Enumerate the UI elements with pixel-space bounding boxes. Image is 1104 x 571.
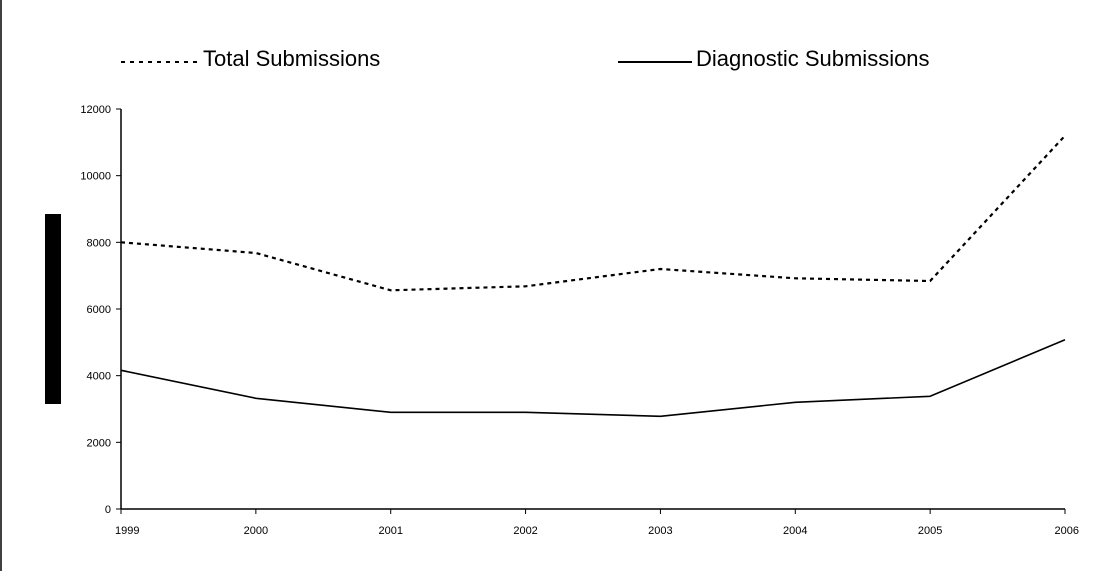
y-axis-ticks: 0 2000 4000 6000 8000 10000 12000 bbox=[80, 104, 121, 516]
legend-label-diagnostic: Diagnostic Submissions bbox=[696, 46, 930, 71]
x-tick-label: 2000 bbox=[244, 525, 268, 537]
x-tick-label: 2001 bbox=[378, 525, 402, 537]
x-tick-label: 2005 bbox=[918, 525, 942, 537]
x-tick-label: 2006 bbox=[1055, 525, 1079, 537]
left-black-bar bbox=[45, 214, 61, 404]
series-line-total-submissions bbox=[120, 134, 1066, 292]
series-line-diagnostic-submissions bbox=[120, 338, 1066, 418]
y-tick-label: 8000 bbox=[87, 237, 111, 249]
legend-item-diagnostic: Diagnostic Submissions bbox=[618, 46, 930, 71]
y-tick-label: 2000 bbox=[87, 437, 111, 449]
x-tick-label: 2004 bbox=[783, 525, 807, 537]
x-tick-label: 2002 bbox=[513, 525, 537, 537]
y-tick-label: 6000 bbox=[87, 304, 111, 316]
series-layer bbox=[120, 134, 1066, 418]
y-tick-label: 0 bbox=[105, 504, 111, 516]
x-axis-ticks: 1999 2000 2001 2002 2003 2004 2005 2006 bbox=[115, 509, 1079, 537]
y-tick-label: 10000 bbox=[80, 171, 111, 183]
axes bbox=[120, 109, 1065, 510]
y-tick-label: 4000 bbox=[87, 371, 111, 383]
legend: Total Submissions Diagnostic Submissions bbox=[121, 46, 930, 71]
x-tick-label: 2003 bbox=[648, 525, 672, 537]
legend-item-total: Total Submissions bbox=[121, 46, 380, 71]
legend-label-total: Total Submissions bbox=[203, 46, 380, 71]
y-tick-label: 12000 bbox=[80, 104, 111, 116]
x-tick-label: 1999 bbox=[115, 525, 139, 537]
